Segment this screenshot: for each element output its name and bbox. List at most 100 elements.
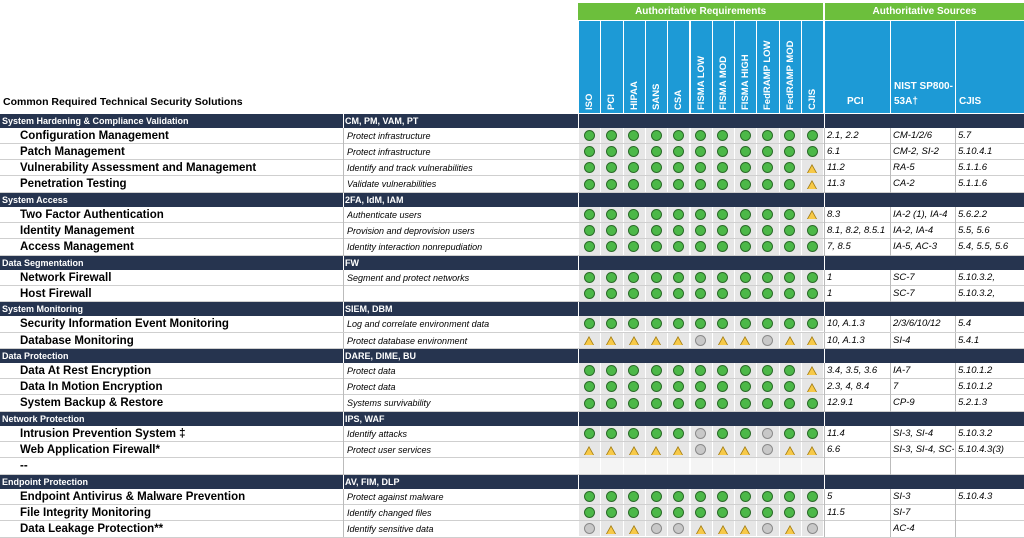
status-icon <box>672 334 684 346</box>
group-header: Authoritative Requirements <box>578 3 824 20</box>
status-icon <box>806 288 818 300</box>
divider <box>343 160 344 177</box>
purpose: Authenticate users <box>347 209 422 220</box>
section-abbr: CM, PM, VAM, PT <box>345 113 575 128</box>
status-icon <box>605 318 617 330</box>
column-header: FISMA HIGH <box>740 54 752 110</box>
solution: Endpoint Antivirus & Malware Prevention <box>20 490 246 503</box>
triangle <box>606 445 617 455</box>
source: 5.1.1.6 <box>958 178 988 190</box>
status-icon <box>583 381 595 393</box>
status-cell <box>690 458 712 474</box>
row-line <box>0 503 1024 505</box>
divider <box>890 458 891 475</box>
row-line <box>0 191 1024 193</box>
purpose: Provision and deprovision users <box>347 226 475 236</box>
status-icon <box>650 129 662 141</box>
status-icon <box>650 225 662 237</box>
divider <box>343 488 344 505</box>
status-icon <box>583 129 595 141</box>
status-icon <box>628 397 640 409</box>
divider <box>955 442 956 459</box>
status-icon <box>784 271 796 283</box>
status-icon <box>605 129 617 141</box>
purpose: Protect data <box>347 365 396 376</box>
status-icon <box>628 225 640 237</box>
row-line <box>0 254 1024 256</box>
status-icon <box>583 507 595 519</box>
divider <box>343 239 344 256</box>
status-icon <box>628 427 640 439</box>
source: 12.9.1 <box>827 397 854 409</box>
status-icon <box>739 208 751 220</box>
divider <box>955 362 956 380</box>
status-icon <box>583 241 595 253</box>
source: SI-4 <box>893 334 911 346</box>
status-icon <box>784 397 796 409</box>
triangle <box>784 336 795 346</box>
solution: Intrusion Prevention System ‡ <box>20 427 186 440</box>
status-icon <box>784 427 796 439</box>
divider <box>824 442 825 459</box>
status-icon <box>695 397 707 409</box>
triangle <box>628 336 639 346</box>
row-line <box>0 457 1024 459</box>
divider <box>890 332 891 349</box>
column-header: NIST SP800-53A† <box>891 21 955 113</box>
divider <box>578 474 579 489</box>
row-line <box>0 347 1024 349</box>
divider <box>824 239 825 256</box>
status-icon <box>717 178 729 190</box>
divider <box>343 176 344 193</box>
status-icon <box>605 523 617 534</box>
source: 5.5, 5.6 <box>958 225 990 236</box>
status-icon <box>806 427 818 439</box>
divider <box>824 255 825 270</box>
status-icon <box>672 208 684 220</box>
source: SI-3, SI-4, SC-7 <box>893 444 954 455</box>
column-header-cell <box>623 21 645 113</box>
status-icon <box>762 334 774 346</box>
status-icon <box>672 364 684 376</box>
triangle <box>651 336 662 346</box>
status-icon <box>672 318 684 330</box>
status-icon <box>762 381 774 393</box>
status-icon <box>628 444 640 455</box>
source: CM-2, SI-2 <box>893 145 939 157</box>
status-icon <box>762 208 774 220</box>
divider <box>955 127 956 144</box>
status-icon <box>583 334 595 346</box>
divider <box>343 458 344 475</box>
status-icon <box>605 145 617 157</box>
source: SI-7 <box>893 506 911 518</box>
divider <box>578 411 579 426</box>
source: AC-4 <box>893 523 915 535</box>
divider <box>890 379 891 396</box>
status-icon <box>806 162 818 173</box>
status-icon <box>583 490 595 502</box>
status-icon <box>806 318 818 330</box>
status-icon <box>583 145 595 157</box>
column-header: FedRAMP MOD <box>784 40 796 111</box>
purpose: Validate vulnerabilities <box>347 179 437 190</box>
purpose: Protect user services <box>347 445 432 455</box>
status-icon <box>695 427 707 439</box>
purpose <box>347 458 576 474</box>
column-header-cell <box>802 21 824 113</box>
solution: Patch Management <box>20 145 125 158</box>
source: CP-9 <box>893 397 915 409</box>
source: 1 <box>827 271 833 283</box>
source: IA-7 <box>893 364 911 376</box>
divider <box>890 442 891 459</box>
divider <box>578 255 579 270</box>
status-icon <box>784 507 796 519</box>
status-icon <box>672 129 684 141</box>
status-icon <box>739 523 751 534</box>
status-icon <box>762 288 774 300</box>
status-icon <box>806 241 818 253</box>
status-icon <box>739 162 751 174</box>
status-icon <box>583 318 595 330</box>
status-icon <box>650 145 662 157</box>
divider <box>343 362 344 380</box>
status-icon <box>784 381 796 393</box>
